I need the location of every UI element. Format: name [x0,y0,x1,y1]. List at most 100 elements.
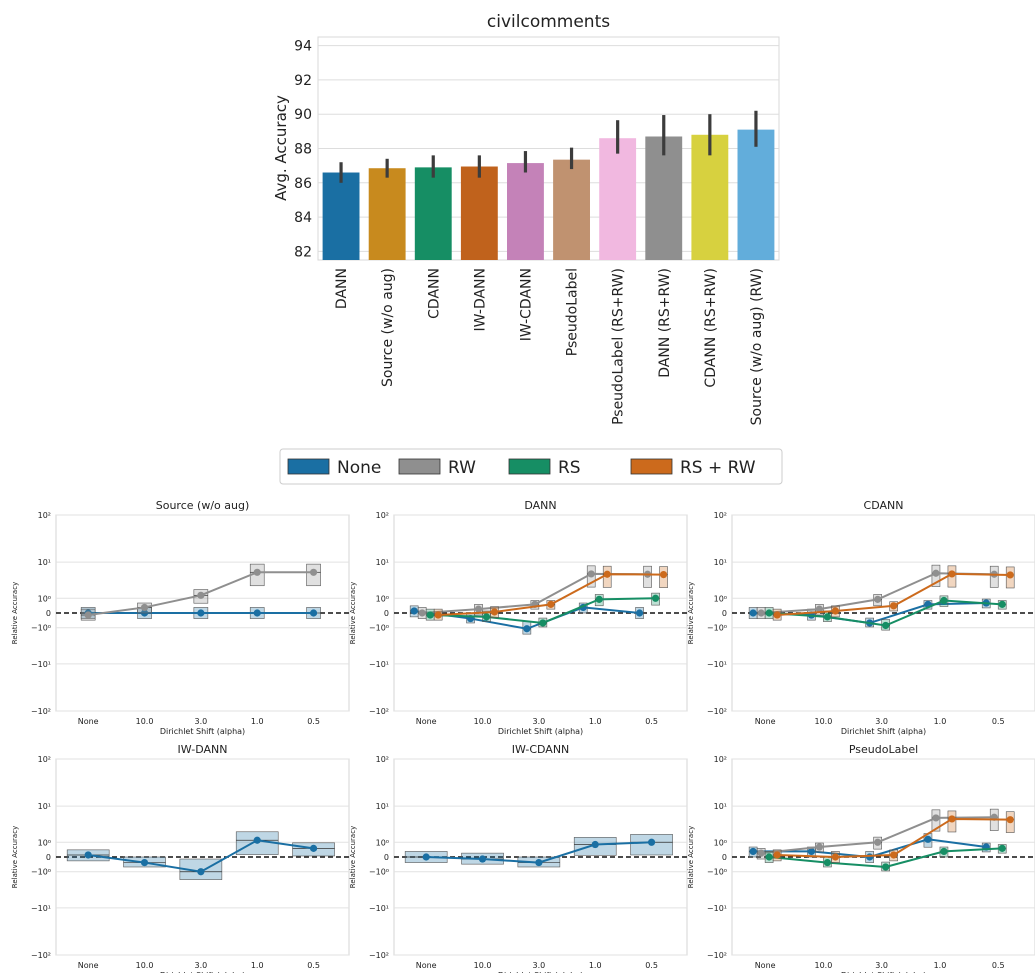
panel-y-tick-label: 10² [38,755,51,764]
series-point [418,609,426,617]
panel-y-tick-label: 10¹ [714,558,727,567]
bar-x-tick-label: CDANN (RS+RW) [703,268,719,388]
series-point [309,844,318,852]
series-point [591,840,599,849]
panel-y-tick-label: 10² [38,511,51,520]
panel-x-tick-label: 1.0 [589,717,602,726]
panel-y-tick-label: 10¹ [38,558,51,567]
legend-swatch [287,458,330,475]
panel-y-tick-label: 10¹ [714,802,727,811]
panel-x-tick-label: None [416,717,437,726]
series-point [948,570,956,578]
series-point [253,568,261,576]
series-point [426,611,434,619]
panel-x-axis-label: Dirichlet Shift (alpha) [160,971,245,973]
bar-y-tick-label: 90 [294,107,312,123]
legend-label: RS [558,458,581,478]
panel-y-axis-label: Relative Accuracy [349,582,357,644]
panel-y-tick-label: 0 [46,609,51,618]
panel-x-tick-label: 10.0 [814,961,832,970]
legend-label: RW [448,458,476,478]
panel-iw-cdann: 10² 10¹ 10⁰ 0 −10⁰ −10¹ −10² IW-CDANN Relative A… [349,743,688,973]
bar-x-tick-label: IW-DANN [472,268,488,332]
bar-x-tick-label: DANN (RS+RW) [657,268,673,378]
bar-x-tick-label: Source (w/o aug) [380,268,396,387]
panel-x-tick-label: 10.0 [136,717,154,726]
series-point [253,609,261,617]
series-point [831,853,840,861]
panel-y-tick-label: −10⁰ [369,868,389,877]
panel-y-tick-label: 0 [46,853,51,862]
panel-x-axis-label: Dirichlet Shift (alpha) [160,727,245,736]
panel-x-tick-label: None [416,961,437,970]
bar [691,134,729,260]
panel-x-tick-label: None [78,961,99,970]
series-point [410,607,418,615]
series-point [874,838,882,846]
panel-x-tick-label: 1.0 [934,961,947,970]
bar [460,166,498,260]
bar-chart-title: civilcomments [487,12,610,32]
series-point [1006,816,1014,824]
series-point [890,602,898,610]
series-point [757,849,765,857]
bar-x-tick-label: CDANN [426,268,442,319]
panel-y-tick-label: −10¹ [31,904,51,913]
series-point [587,570,595,578]
panel-x-tick-label: 10.0 [474,961,492,970]
panel-x-tick-label: 10.0 [814,717,832,726]
series-point [874,595,882,603]
panel-y-tick-label: 10² [376,511,389,520]
panel-y-tick-label: −10² [707,951,727,960]
bar [414,167,452,260]
series-point [84,611,92,619]
series-point [434,611,442,619]
series-point [547,600,555,608]
panel-x-tick-label: 0.5 [992,717,1005,726]
panel-x-tick-label: 3.0 [194,717,207,726]
bar [599,138,637,260]
panel-y-tick-label: 0 [384,853,389,862]
panel-x-tick-label: 0.5 [992,961,1005,970]
panel-x-tick-label: 3.0 [875,717,888,726]
panel-pseudolabel: 10² 10¹ 10⁰ 0 −10⁰ −10¹ −10² PseudoLabel Relativ… [687,743,1035,973]
bar-x-tick-label: PseudoLabel [565,268,581,356]
series-point [823,858,832,867]
series-point [773,611,781,619]
series-point [595,595,603,603]
panel-x-tick-label: 1.0 [251,717,264,726]
panel-y-tick-label: −10⁰ [31,624,51,633]
legend-label: RS + RW [680,458,756,478]
series-point [1006,571,1014,579]
panel-y-tick-label: −10⁰ [707,624,727,633]
panel-y-tick-label: 10⁰ [376,594,389,603]
panel-y-axis-label: Relative Accuracy [11,582,19,644]
legend-swatch [398,458,441,475]
series-point [197,609,205,617]
panel-y-tick-label: −10¹ [369,660,389,669]
panel-x-tick-label: None [755,717,776,726]
legend-swatch [508,458,551,475]
series-point [998,600,1006,608]
series-point [635,609,644,617]
panel-y-axis-label: Relative Accuracy [687,826,695,888]
series-point [140,603,149,612]
bar-x-tick-label: Source (w/o aug) (RW) [749,268,765,425]
panel-y-tick-label: −10¹ [369,904,389,913]
series-point [197,591,205,599]
panel-y-tick-label: −10² [707,707,727,716]
panel-y-tick-label: 10⁰ [714,594,727,603]
panel-y-tick-label: −10¹ [31,660,51,669]
panel-y-tick-label: 0 [722,853,727,862]
panel-y-tick-label: 10¹ [38,802,51,811]
series-point [940,596,948,605]
series-point [749,847,757,856]
series-point [523,625,531,633]
panel-x-tick-label: 0.5 [645,961,658,970]
panel-x-tick-label: 10.0 [474,717,492,726]
bar-x-tick-label: DANN [334,268,350,309]
panel-x-tick-label: 1.0 [589,961,602,970]
series-point [84,851,92,859]
panel-y-tick-label: −10¹ [707,660,727,669]
